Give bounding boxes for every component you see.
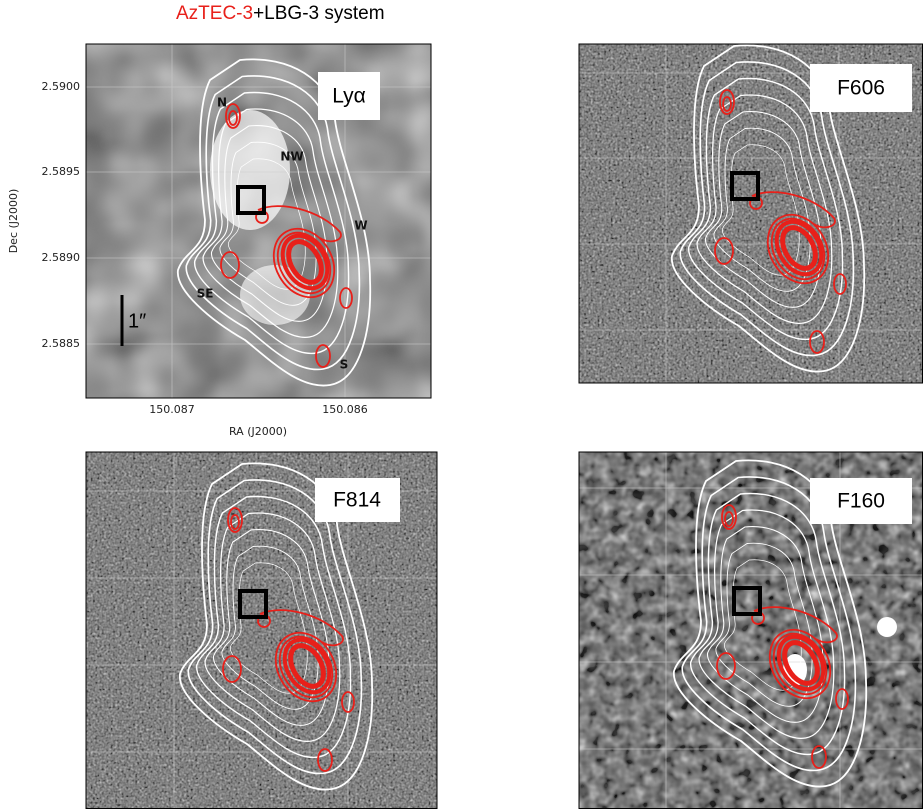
panel-label: F814 xyxy=(333,489,381,512)
panel-label: F160 xyxy=(837,490,885,513)
region-label: S xyxy=(340,358,349,372)
label-box xyxy=(810,64,912,112)
frame xyxy=(85,43,432,399)
source xyxy=(877,617,897,637)
panel-f606: F606 xyxy=(579,44,923,383)
y-tick-label: 2.5885 xyxy=(42,337,81,350)
grid xyxy=(579,44,923,383)
title-rest: +LBG-3 system xyxy=(253,3,384,24)
label-box xyxy=(315,478,400,522)
panel-f814: F814 xyxy=(86,452,437,809)
panel-lya: Lyα N NW W SE S 1″ xyxy=(86,44,431,398)
x-tick-label: 150.087 xyxy=(149,403,195,416)
panel-label: F606 xyxy=(837,77,885,100)
region-label: SE xyxy=(197,287,214,301)
label-box xyxy=(810,478,912,524)
figure-title: AzTEC-3+LBG-3 system xyxy=(176,3,385,24)
y-tick-label: 2.5900 xyxy=(42,80,81,93)
panel-label: Lyα xyxy=(332,85,366,108)
scale-label: 1″ xyxy=(128,310,146,332)
region-label: N xyxy=(217,96,227,110)
y-axis-label: Dec (J2000) xyxy=(7,189,20,254)
title-highlight: AzTEC-3 xyxy=(176,3,253,24)
panel-f160: F160 xyxy=(579,452,923,809)
y-tick-label: 2.5890 xyxy=(42,251,81,264)
x-axis-label: RA (J2000) xyxy=(229,425,287,438)
region-label: NW xyxy=(280,150,303,164)
y-tick-label: 2.5895 xyxy=(42,165,81,178)
region-label: W xyxy=(354,219,367,233)
x-tick-label: 150.086 xyxy=(322,403,368,416)
label-box xyxy=(318,72,380,120)
